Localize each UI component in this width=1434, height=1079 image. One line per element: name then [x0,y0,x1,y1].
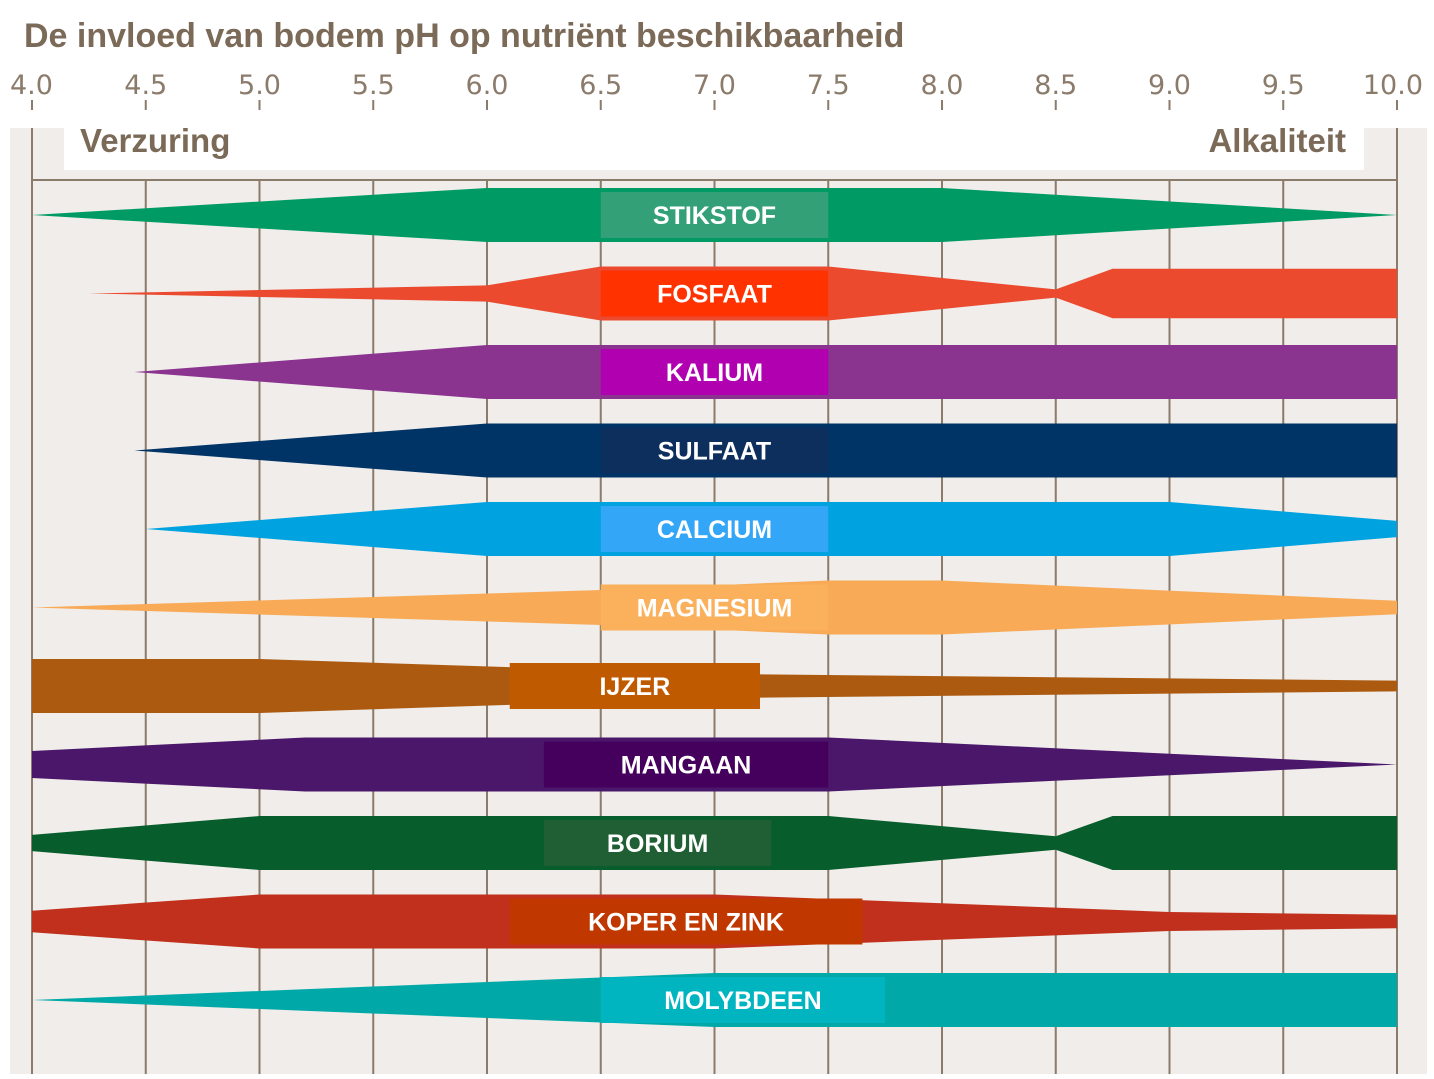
band-label-box [600,977,886,1023]
band-label: BORIUM [607,830,708,858]
band-label-box [600,427,829,474]
band-label-box [509,663,760,709]
acid-label: Verzuring [80,122,230,159]
band-label: MAGNESIUM [637,595,793,623]
x-axis-ticks: 4.0 4.5 5.0 5.5 6.0 6.5 7.0 7.5 8.0 8.5 9.0 9.5 10.0 [10,70,1423,110]
x-tick-label: 5.0 [238,70,281,101]
band-label-box [600,506,829,552]
x-tick-label: 6.5 [579,70,622,101]
band-label-box [600,349,829,395]
x-tick-label: 8.0 [921,70,964,101]
x-tick-label: 6.0 [466,70,509,101]
band-label: FOSFAAT [657,281,772,309]
x-tick-label: 8.5 [1034,70,1077,101]
alkaline-label: Alkaliteit [1208,122,1346,159]
nutrient-bands: STIKSTOF FOSFAAT KALIUM SULFAAT CALCIUM MAGNE… [32,188,1397,1027]
x-tick-label: 9.5 [1262,70,1305,101]
x-tick-label: 5.5 [352,70,395,101]
band-label-box [509,898,863,945]
x-tick-label: 7.0 [693,70,736,101]
band-label: SULFAAT [658,438,771,466]
x-tick-label: 4.5 [124,70,167,101]
band-label-box [600,270,829,317]
band-label: CALCIUM [657,516,772,544]
header-strip [64,128,1364,170]
band-label: MANGAAN [621,752,752,780]
x-tick-label: 9.0 [1148,70,1191,101]
x-tick-label: 4.0 [10,70,53,101]
band-label: KOPER EN ZINK [588,909,784,937]
band-label-box [543,741,829,788]
band-label-box [600,192,829,238]
band-label-box [600,584,829,631]
band-label: STIKSTOF [653,202,776,230]
x-tick-label: 10.0 [1363,70,1423,101]
band-label: IJZER [599,673,670,701]
chart-title: De invloed van bodem pH op nutriënt besc… [24,17,904,55]
band-label: KALIUM [666,359,763,387]
band-label: MOLYBDEEN [664,987,821,1015]
x-tick-label: 7.5 [807,70,850,101]
band-label-box [543,820,772,866]
